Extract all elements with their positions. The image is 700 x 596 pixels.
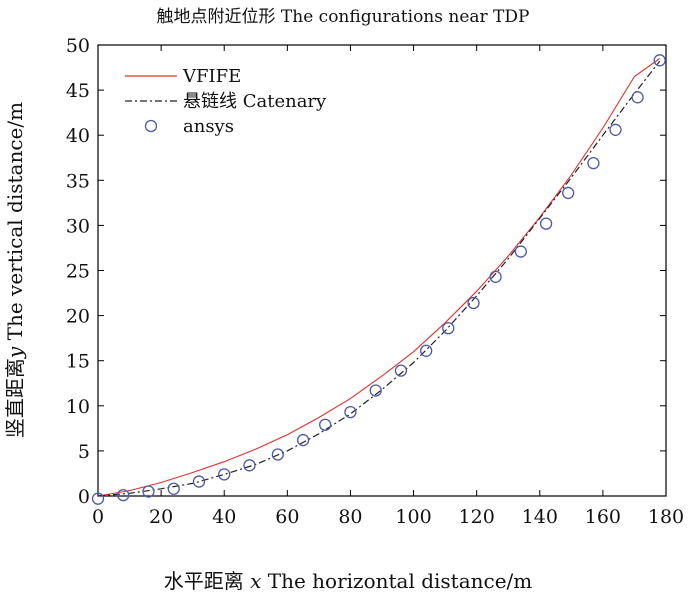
ansys-marker [653,54,666,67]
ansys-marker [442,322,455,335]
y-tick-label: 5 [78,441,90,463]
ansys-marker [369,384,382,397]
x-axis-label: 水平距离 x The horizontal distance/m [164,569,533,593]
ansys-marker [192,475,206,488]
ansys-marker [467,296,480,310]
y-tick-label: 40 [66,125,90,147]
ansys-marker [562,186,575,200]
y-tick-label: 35 [66,170,90,192]
y-axis-label-var: y [3,346,27,359]
y-axis-label-suffix: The vertical distance/m [3,102,27,347]
series-1 [97,58,661,497]
ansys-marker [587,157,600,170]
x-tick-label: 180 [648,506,684,528]
x-axis-label-suffix: The horizontal distance/m [261,569,532,593]
series-3 [91,54,666,505]
y-tick-label: 0 [78,486,90,508]
y-tick-label: 30 [66,215,90,237]
x-tick-label: 60 [275,506,299,528]
ansys-marker [296,433,310,447]
y-tick-label: 25 [66,261,90,283]
y-tick-label: 20 [66,306,90,328]
ansys-marker [394,364,408,377]
ansys-marker [631,91,644,104]
series-2 [97,60,661,497]
ansys-marker [344,405,357,419]
legend-label: VFIFE [182,66,241,87]
x-tick-label: 120 [459,506,495,528]
legend: VFIFE 悬链线 Catenary ansys [125,66,327,137]
x-tick-label: 160 [585,506,621,528]
chart-title: 触地点附近位形 The configurations near TDP [157,7,530,27]
ansys-marker [167,482,180,495]
y-tick-label: 10 [66,396,90,418]
y-axis-label-prefix: 竖直距离 [3,358,27,438]
ansys-marker [514,245,527,258]
y-tick-label: 45 [66,80,90,102]
ansys-marker [539,217,553,230]
x-axis-label-prefix: 水平距离 [164,569,250,593]
y-tick-label: 50 [66,35,90,57]
legend-label: 悬链线 Catenary [183,91,327,112]
x-tick-label: 20 [149,506,173,528]
x-tick-label: 80 [338,506,362,528]
x-axis-ticks: 0 20 40 60 80 100 120 140 160 180 [92,45,684,528]
ansys-marker [420,344,433,357]
plot-frame [97,44,667,497]
y-tick-label: 15 [66,351,90,373]
series-layer [91,54,666,505]
ansys-marker [319,418,332,431]
ansys-marker [243,459,256,472]
ansys-marker [271,448,285,461]
ansys-marker [489,270,502,283]
ansys-marker [609,123,622,136]
catenary-line [97,60,661,497]
ansys-marker [91,492,105,505]
x-tick-label: 140 [522,506,558,528]
legend-swatch-ansys [144,119,158,133]
vfife-line [97,58,661,497]
y-axis-label: 竖直距离y The vertical distance/m [3,102,27,438]
x-axis-label-var: x [250,569,261,593]
ansys-marker [142,485,155,498]
ansys-marker [218,468,231,481]
ansys-marker [117,488,130,502]
legend-label: ansys [183,116,234,137]
y-axis-ticks: 0 5 10 15 20 25 30 35 40 45 50 [66,35,666,508]
x-tick-label: 100 [395,506,431,528]
x-tick-label: 0 [92,506,104,528]
x-tick-label: 40 [212,506,236,528]
